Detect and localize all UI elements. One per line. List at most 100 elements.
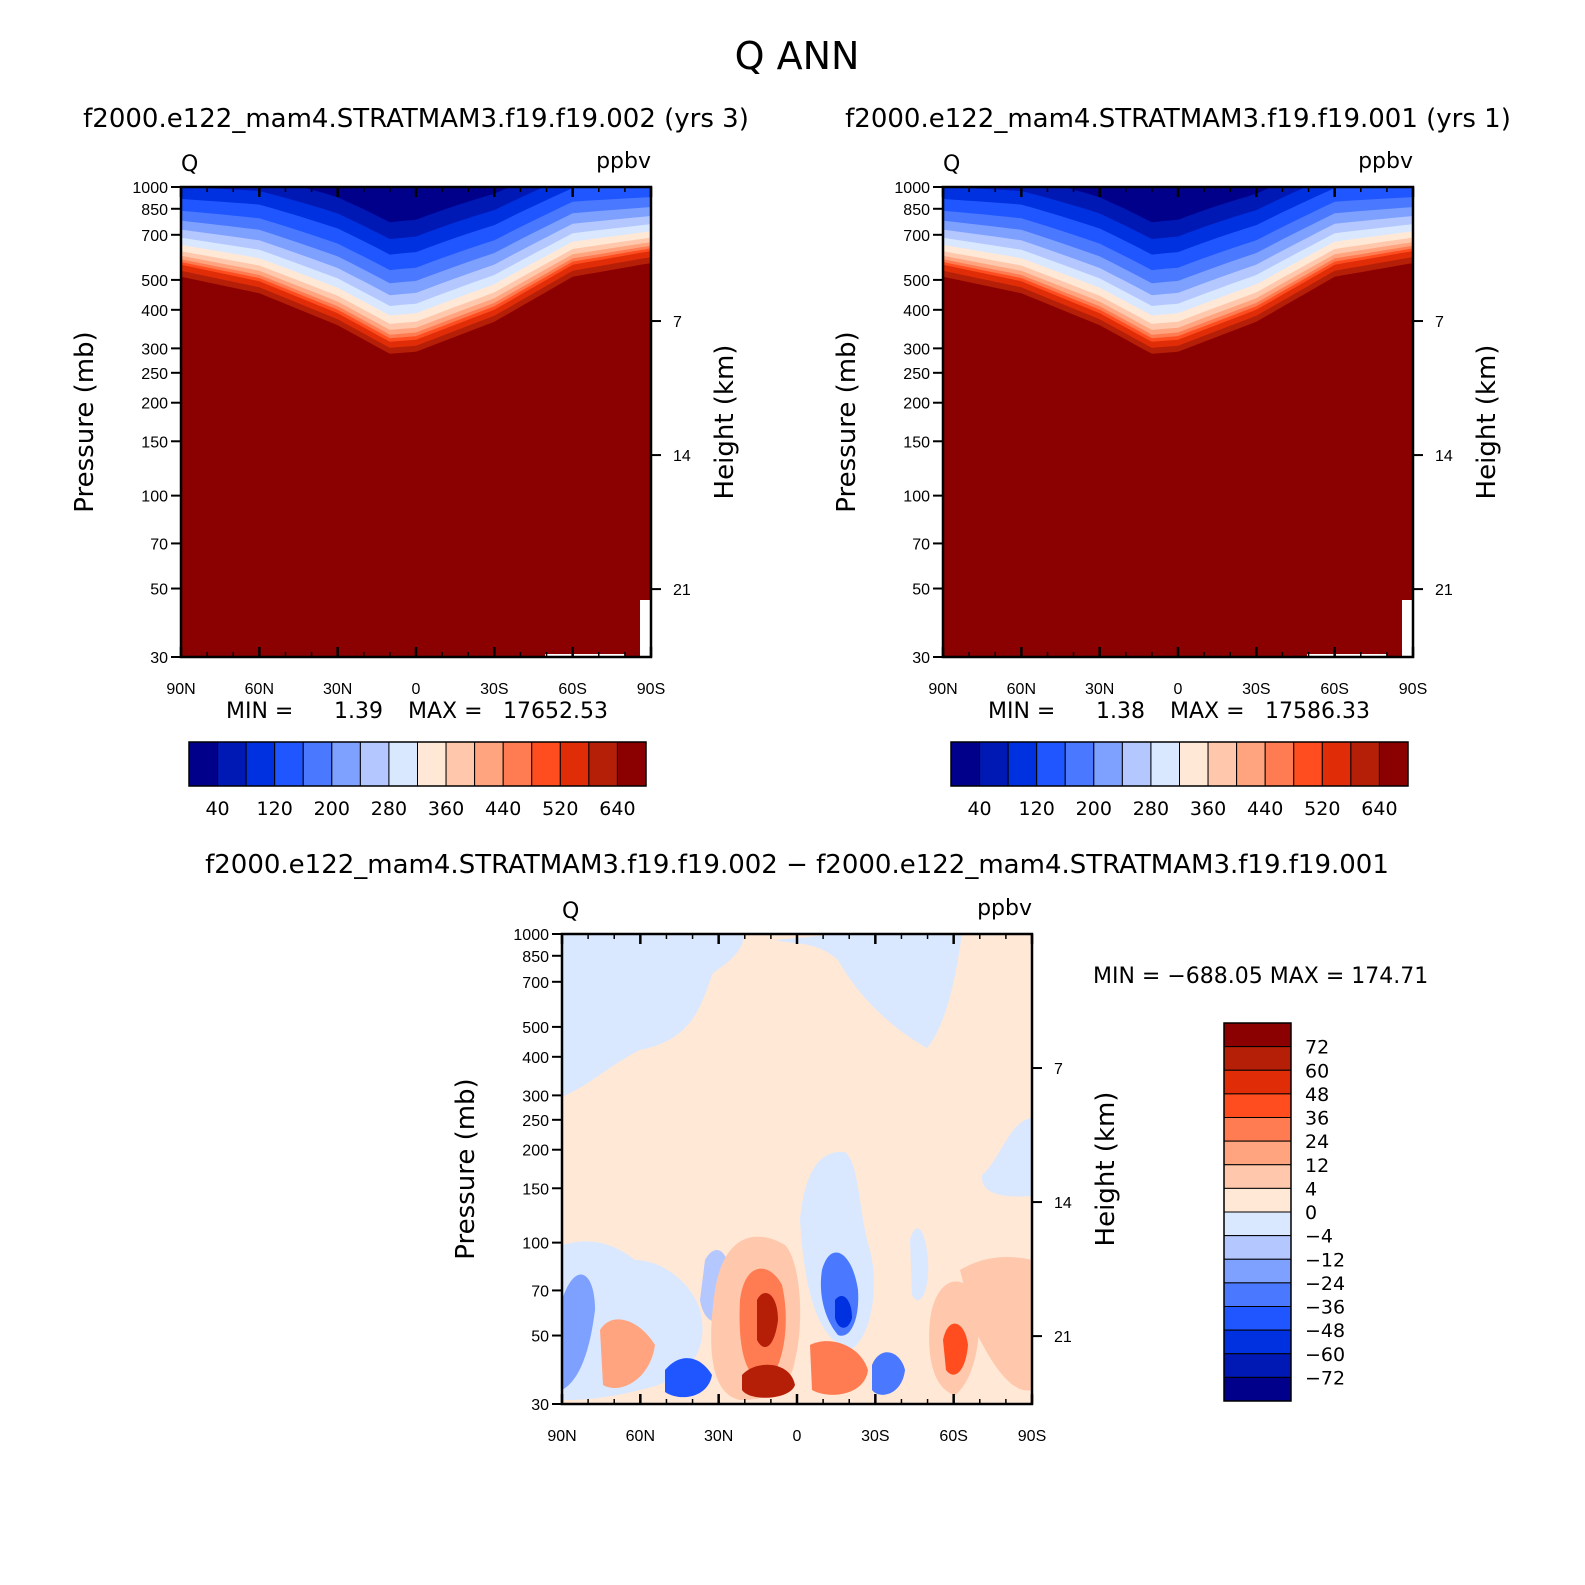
top-right-ytick-label: 70 bbox=[912, 536, 930, 553]
top-right-xtick-label: 60S bbox=[1320, 681, 1348, 698]
top-left-ytick-label: 850 bbox=[141, 202, 168, 219]
top-right-ytick-label: 850 bbox=[903, 202, 930, 219]
difference-colorbar-label: −4 bbox=[1305, 1226, 1333, 1248]
top-right-xtick-label: 60N bbox=[1007, 681, 1036, 698]
top-left-colorbar-frame bbox=[188, 741, 647, 787]
field-top-right bbox=[943, 187, 1413, 657]
colorbar-top-right: 40 120 200 280 360 440 520 640 bbox=[950, 741, 1409, 820]
top-left-ytick-label: 30 bbox=[150, 650, 168, 667]
difference-ytick-label: 30 bbox=[531, 1397, 549, 1414]
top-right-ytick-label: 150 bbox=[903, 434, 930, 451]
top-left-ytick-label: 50 bbox=[150, 582, 168, 599]
top-right-colorbar-swatch bbox=[1293, 741, 1323, 787]
ylabel-difference: Pressure (mb) bbox=[451, 1078, 481, 1259]
difference-xtick-label: 0 bbox=[793, 1428, 802, 1445]
top-right-colorbar-swatch bbox=[1093, 741, 1123, 787]
top-left-ytick-label: 500 bbox=[141, 273, 168, 290]
difference-colorbar-swatch bbox=[1223, 1164, 1292, 1189]
top-right-colorbar-label: 120 bbox=[1019, 798, 1055, 820]
region-negative-bottom-center-right bbox=[872, 1352, 905, 1395]
difference-colorbar-swatch bbox=[1223, 1187, 1292, 1213]
max-value-top-left: 17652.53 bbox=[503, 699, 608, 724]
difference-colorbar-swatch bbox=[1223, 1093, 1292, 1118]
region-minimum-center bbox=[835, 1296, 852, 1328]
difference-colorbar-label: 60 bbox=[1305, 1060, 1329, 1082]
y2label-difference: Height (km) bbox=[1091, 1092, 1121, 1247]
contour-band-15 bbox=[181, 263, 651, 657]
difference-colorbar-label: −12 bbox=[1305, 1249, 1345, 1271]
top-left-colorbar-label: 640 bbox=[599, 798, 635, 820]
top-left-y2tick-label: 7 bbox=[673, 314, 682, 331]
difference-colorbar-label: 72 bbox=[1305, 1037, 1329, 1059]
difference-colorbar-label: 36 bbox=[1305, 1108, 1329, 1130]
difference-colorbar-label: 48 bbox=[1305, 1084, 1329, 1106]
top-left-ytick-label: 250 bbox=[141, 366, 168, 383]
top-right-ytick-label: 400 bbox=[903, 303, 930, 320]
top-right-y2tick-label: 14 bbox=[1435, 448, 1453, 465]
top-left-colorbar-swatch bbox=[588, 741, 618, 787]
top-left-colorbar-swatch bbox=[388, 741, 418, 787]
top-left-xtick-label: 30S bbox=[480, 681, 508, 698]
top-left-colorbar-label: 280 bbox=[371, 798, 407, 820]
difference-xtick-label: 90N bbox=[547, 1428, 576, 1445]
top-left-xtick-label: 60N bbox=[245, 681, 274, 698]
difference-ytick-label: 70 bbox=[531, 1283, 549, 1300]
top-right-colorbar-swatch bbox=[1321, 741, 1352, 787]
region-negative-lower-left-inner bbox=[562, 1274, 595, 1390]
top-left-y2tick-label: 14 bbox=[673, 448, 691, 465]
top-right-y2tick-label: 7 bbox=[1435, 314, 1444, 331]
bottom-title: f2000.e122_mam4.STRATMAM3.f19.f19.002 − … bbox=[205, 850, 1389, 880]
difference-ytick-label: 150 bbox=[522, 1181, 549, 1198]
top-left-ytick-label: 100 bbox=[141, 489, 168, 506]
colorbar-top-left: 40 120 200 280 360 440 520 640 bbox=[188, 741, 647, 820]
top-left-colorbar-label: 440 bbox=[485, 798, 521, 820]
top-right-colorbar-swatch bbox=[1007, 741, 1038, 787]
main-title: Q ANN bbox=[735, 34, 860, 78]
region-negative-lower-left bbox=[562, 1241, 703, 1400]
region-negative-bottom-left bbox=[665, 1358, 712, 1398]
top-right-colorbar-frame bbox=[950, 741, 1409, 787]
difference-colorbar-label: −24 bbox=[1305, 1273, 1345, 1295]
stats-difference: MIN = −688.05 MAX = 174.71 bbox=[1093, 964, 1428, 989]
max-label-top-right: MAX = bbox=[1170, 699, 1245, 724]
top-left-ytick-label: 150 bbox=[141, 434, 168, 451]
min-label-top-right: MIN = bbox=[988, 699, 1055, 724]
top-left-colorbar-label: 200 bbox=[314, 798, 350, 820]
top-right-y2tick-label: 21 bbox=[1435, 582, 1453, 599]
top-right-colorbar-swatch bbox=[1036, 741, 1066, 787]
max-label-top-left: MAX = bbox=[408, 699, 483, 724]
difference-colorbar-swatch bbox=[1223, 1117, 1292, 1142]
min-value-top-right: 1.38 bbox=[1096, 699, 1145, 724]
top-left-xtick-label: 30N bbox=[323, 681, 352, 698]
difference-colorbar-swatch bbox=[1223, 1235, 1292, 1260]
top-right-xtick-label: 0 bbox=[1174, 681, 1183, 698]
top-left-colorbar-swatch bbox=[531, 741, 561, 787]
difference-colorbar-label: 0 bbox=[1305, 1202, 1317, 1224]
top-right-colorbar-swatch bbox=[1121, 741, 1152, 787]
difference-colorbar-frame bbox=[1223, 1022, 1292, 1402]
var-label-top-left: Q bbox=[181, 152, 198, 177]
top-right-xtick-label: 30N bbox=[1085, 681, 1114, 698]
top-right-ytick-label: 50 bbox=[912, 582, 930, 599]
difference-ytick-label: 100 bbox=[522, 1236, 549, 1253]
top-right-colorbar-swatch bbox=[1264, 741, 1295, 787]
top-right-ytick-label: 300 bbox=[903, 341, 930, 358]
top-left-ytick-label: 300 bbox=[141, 341, 168, 358]
difference-colorbar-swatch bbox=[1223, 1211, 1292, 1237]
top-left-colorbar-swatch bbox=[245, 741, 276, 787]
field-difference bbox=[562, 934, 1032, 1404]
difference-xtick-label: 60S bbox=[939, 1428, 967, 1445]
top-left-colorbar-label: 360 bbox=[428, 798, 464, 820]
top-right-ytick-label: 500 bbox=[903, 273, 930, 290]
panel-top-right: 90N 60N 30N 0 30S 60S 90S 30 50 70 100 150 200 250 300… bbox=[832, 149, 1502, 820]
difference-colorbar-swatch bbox=[1223, 1140, 1292, 1166]
region-negative-upper-left bbox=[562, 934, 745, 1097]
top-left-colorbar-swatch bbox=[417, 741, 447, 787]
difference-colorbar-swatch bbox=[1223, 1376, 1292, 1402]
y2label-top-left: Height (km) bbox=[710, 345, 740, 500]
difference-colorbar-label: −72 bbox=[1305, 1367, 1345, 1389]
min-value-top-left: 1.39 bbox=[334, 699, 383, 724]
difference-y2tick-label: 14 bbox=[1054, 1195, 1072, 1212]
